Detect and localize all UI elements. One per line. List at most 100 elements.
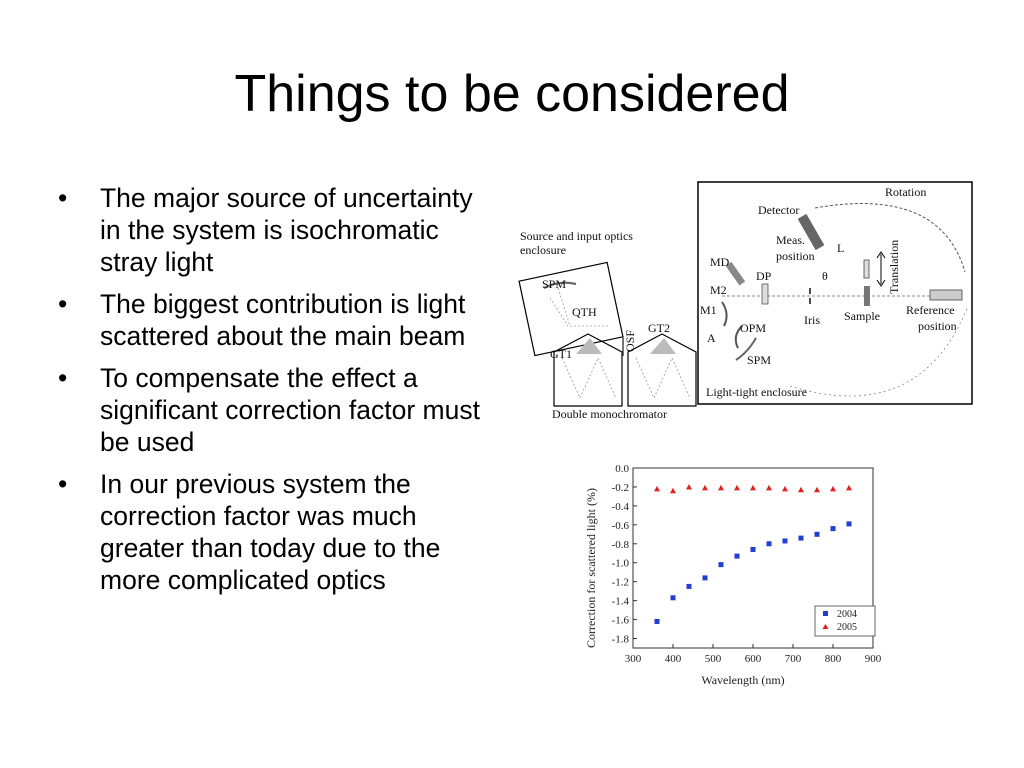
bullet-dot: • — [58, 469, 68, 499]
point-2005 — [702, 484, 708, 491]
legend-marker-2005 — [822, 624, 829, 629]
label-source-enclosure-2: enclosure — [520, 243, 566, 257]
label-gt2: GT2 — [648, 321, 670, 335]
point-2005 — [654, 485, 660, 492]
source-enclosure — [518, 261, 624, 357]
monochromator-housing-2 — [627, 333, 697, 407]
point-2004 — [702, 575, 708, 581]
y-tick-label: -0.8 — [612, 539, 630, 551]
label-translation: Translation — [887, 240, 901, 294]
rotation-arc — [814, 203, 966, 273]
legend-label-2004: 2004 — [837, 609, 857, 620]
point-2005 — [750, 484, 756, 491]
x-tick-label: 800 — [825, 653, 842, 665]
x-tick-label: 400 — [665, 653, 682, 665]
label-rotation: Rotation — [885, 185, 926, 199]
bullet-text: To compensate the effect a significant c… — [100, 363, 480, 457]
detector — [797, 213, 825, 251]
point-2004 — [718, 562, 724, 568]
setup-diagram: Rotation Detector Meas. position L Trans… — [518, 181, 973, 421]
label-a: A — [707, 331, 716, 345]
mirror-spm-bottom — [735, 337, 757, 361]
point-2005 — [798, 486, 804, 493]
translation-arrow — [876, 251, 886, 287]
point-2004 — [830, 526, 836, 532]
mirror-spm-top — [543, 281, 577, 289]
point-2004 — [798, 535, 804, 541]
label-spm-top: SPM — [542, 277, 566, 291]
label-md: MD — [710, 255, 730, 269]
label-detector: Detector — [758, 203, 799, 217]
point-2004 — [782, 538, 788, 544]
label-meas-position-1: Meas. — [776, 233, 805, 247]
x-tick-label: 600 — [745, 653, 762, 665]
y-tick-label: 0.0 — [615, 463, 629, 475]
sample-holder — [864, 286, 870, 306]
legend-label-2005: 2005 — [837, 622, 857, 633]
scatter-chart: 300 400 500 600 700 800 900 0.0 -0.2 -0.4 -0.6 -0.8… — [584, 463, 882, 687]
bullet-item: • To compensate the effect a significant … — [58, 362, 498, 458]
y-tick-label: -0.2 — [612, 482, 629, 494]
y-tick-label: -1.2 — [612, 577, 629, 589]
y-tick-label: -0.6 — [612, 520, 630, 532]
label-reference-2: position — [918, 319, 957, 333]
bullet-item: • In our previous system the correction f… — [58, 468, 498, 596]
light-tight-enclosure — [697, 181, 973, 405]
label-light-tight: Light-tight enclosure — [706, 385, 807, 399]
label-spm-bottom: SPM — [747, 353, 771, 367]
label-reference-1: Reference — [906, 303, 955, 317]
label-m1: M1 — [700, 303, 717, 317]
x-tick-label: 500 — [705, 653, 722, 665]
point-2004 — [766, 541, 772, 547]
bullet-item: • The major source of uncertainty in the … — [58, 182, 498, 278]
point-2004 — [846, 521, 852, 527]
label-sample: Sample — [844, 309, 880, 323]
y-tick-label: -0.4 — [612, 501, 630, 513]
y-axis-label: Correction for scattered light (%) — [584, 488, 598, 648]
mirror-opm — [734, 325, 743, 349]
beam-splitter-dp — [761, 283, 769, 305]
point-2005 — [686, 483, 692, 490]
point-2005 — [718, 484, 724, 491]
monochromator-housing-1 — [553, 333, 623, 407]
legend-marker-2004 — [823, 611, 828, 616]
bullet-text: The biggest contribution is light scatte… — [100, 289, 466, 351]
label-meas-position-2: position — [776, 249, 815, 263]
point-2005 — [814, 486, 820, 493]
point-2004 — [670, 595, 676, 601]
bullet-dot: • — [58, 363, 68, 393]
rotation-arc-lower — [789, 305, 969, 397]
grating-gt1 — [576, 338, 602, 354]
label-theta: θ — [822, 269, 828, 283]
point-2005 — [734, 484, 740, 491]
point-2004 — [750, 546, 756, 552]
label-dp: DP — [756, 269, 772, 283]
label-m2: M2 — [710, 283, 727, 297]
x-tick-label: 300 — [625, 653, 642, 665]
mono-rays — [561, 357, 691, 399]
label-iris: Iris — [804, 313, 820, 327]
label-source-enclosure-1: Source and input optics — [520, 229, 633, 243]
bullet-item: • The biggest contribution is light scatt… — [58, 288, 498, 352]
bullet-text: In our previous system the correction fa… — [100, 469, 441, 595]
point-2004 — [814, 531, 820, 537]
bullet-dot: • — [58, 289, 68, 319]
y-tick-label: -1.8 — [612, 634, 630, 646]
label-opm: OPM — [740, 321, 766, 335]
bullet-text: The major source of uncertainty in the s… — [100, 183, 473, 277]
y-tick-label: -1.6 — [612, 615, 630, 627]
point-2004 — [654, 618, 660, 624]
translation-stage — [863, 259, 870, 279]
bullet-list: • The major source of uncertainty in the … — [58, 182, 498, 606]
reference-holder — [929, 289, 963, 301]
point-2005 — [766, 484, 772, 491]
slide-title: Things to be considered — [234, 65, 790, 123]
label-gt1: GT1 — [550, 347, 572, 361]
grating-gt2 — [650, 338, 676, 354]
x-tick-label: 900 — [865, 653, 882, 665]
label-osf: OSF — [623, 330, 637, 352]
mirror-m1 — [721, 301, 728, 327]
label-double-mono: Double monochromator — [552, 407, 667, 421]
x-tick-label: 700 — [785, 653, 802, 665]
x-axis-label: Wavelength (nm) — [701, 673, 784, 687]
